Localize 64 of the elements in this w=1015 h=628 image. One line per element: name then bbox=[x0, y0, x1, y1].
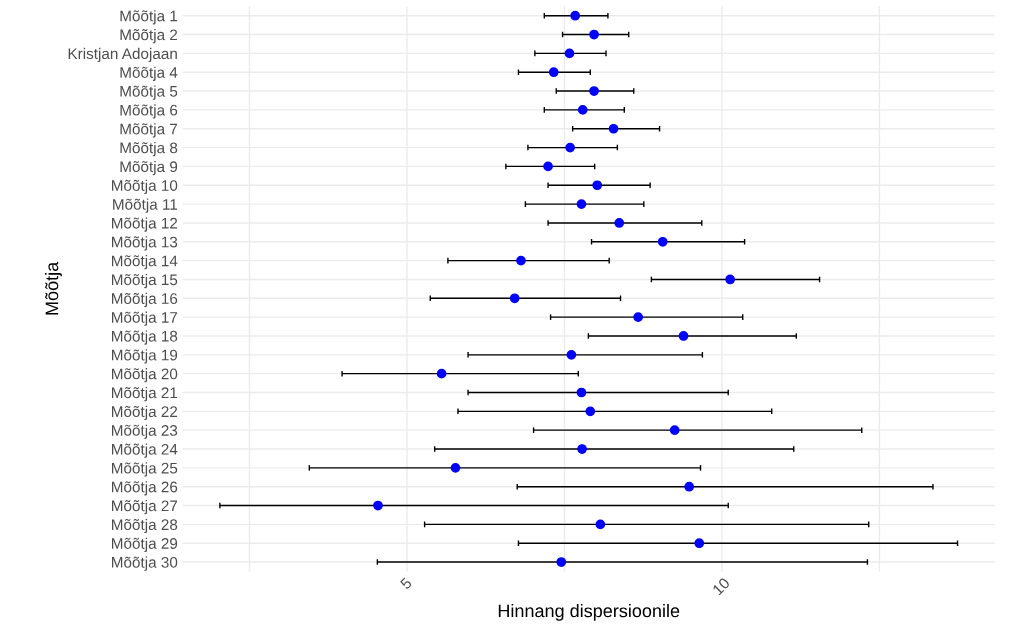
point bbox=[657, 236, 668, 247]
point bbox=[595, 519, 606, 530]
y-tick-label: Mõõtja 10 bbox=[112, 179, 178, 194]
y-tick-label: Mõõtja 2 bbox=[120, 29, 178, 44]
point bbox=[564, 48, 575, 59]
y-tick-label: Kristjan Adojaan bbox=[68, 47, 177, 63]
y-tick-label: Mõõtja 28 bbox=[112, 518, 178, 534]
y-tick-label: Mõõtja 14 bbox=[112, 255, 178, 270]
y-tick-label: Mõõtja 24 bbox=[112, 443, 178, 458]
point bbox=[589, 86, 599, 96]
y-tick-label: Mõõtja 15 bbox=[112, 273, 178, 289]
point bbox=[678, 331, 689, 341]
y-tick-label: Mõõtja 6 bbox=[120, 104, 178, 119]
y-tick-label: Mõõtja 11 bbox=[113, 198, 178, 213]
y-tick-label: Mõõtja 19 bbox=[112, 349, 178, 364]
point bbox=[694, 538, 705, 549]
point bbox=[556, 557, 567, 567]
point bbox=[548, 67, 559, 78]
y-tick-label: Mõõtja 21 bbox=[112, 386, 178, 402]
y-tick-label: Mõõtja 25 bbox=[112, 462, 178, 477]
point bbox=[576, 387, 587, 398]
point bbox=[373, 500, 383, 511]
point bbox=[436, 368, 447, 379]
point bbox=[592, 180, 603, 191]
y-tick-label: Mõõtja 17 bbox=[112, 311, 178, 326]
y-tick-label: Mõõtja 22 bbox=[112, 405, 178, 421]
x-tick-label: 10 bbox=[712, 577, 731, 596]
point bbox=[589, 29, 599, 40]
y-tick-label: Mõõtja 9 bbox=[120, 160, 178, 176]
point bbox=[577, 444, 587, 454]
point bbox=[509, 293, 520, 304]
y-tick-label: Mõõtja 27 bbox=[112, 500, 178, 515]
point bbox=[614, 218, 625, 228]
y-tick-label: Mõõtja 13 bbox=[112, 236, 178, 251]
y-axis-title: Mõõtja bbox=[45, 261, 62, 315]
y-tick-label: Mõõtja 12 bbox=[112, 217, 178, 232]
y-tick-label: Mõõtja 8 bbox=[120, 142, 178, 157]
point bbox=[516, 255, 526, 266]
point bbox=[450, 462, 461, 473]
x-axis-title: Hinnang dispersioonile bbox=[498, 603, 680, 621]
point bbox=[633, 312, 644, 323]
point bbox=[725, 274, 735, 285]
point bbox=[684, 481, 695, 492]
y-tick-label: Mõõtja 30 bbox=[112, 556, 178, 571]
y-tick-label: Mõõtja 29 bbox=[112, 537, 178, 552]
point bbox=[585, 406, 596, 417]
y-tick-label: Mõõtja 16 bbox=[112, 292, 178, 308]
y-tick-label: Mõõtja 23 bbox=[112, 424, 178, 439]
point bbox=[565, 142, 575, 153]
point bbox=[669, 425, 680, 436]
point bbox=[566, 349, 577, 360]
y-tick-label: Mõõtja 5 bbox=[120, 85, 178, 100]
point bbox=[577, 105, 588, 115]
y-tick-label: Mõõtja 4 bbox=[120, 66, 178, 81]
point bbox=[570, 10, 581, 21]
x-tick-label: 5 bbox=[399, 577, 413, 590]
point bbox=[608, 123, 619, 134]
y-tick-label: Mõõtja 18 bbox=[112, 330, 178, 345]
y-tick-label: Mõõtja 7 bbox=[120, 123, 178, 138]
y-tick-label: Mõõtja 1 bbox=[120, 10, 178, 25]
y-tick-label: Mõõtja 20 bbox=[112, 368, 178, 383]
point bbox=[576, 199, 587, 209]
point bbox=[543, 161, 553, 172]
y-tick-label: Mõõtja 26 bbox=[112, 481, 178, 496]
